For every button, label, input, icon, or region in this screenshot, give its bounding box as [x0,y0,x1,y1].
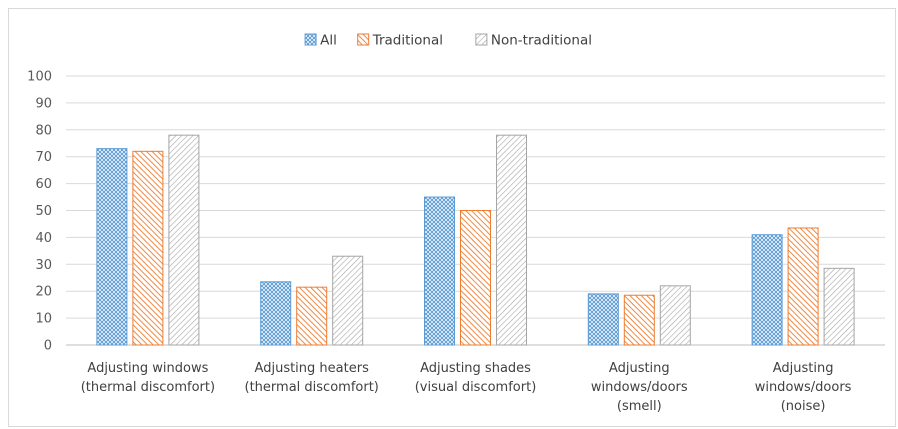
legend-label: All [320,33,337,49]
x-category-label: Adjusting windows/doors (noise) [755,361,852,414]
bar-non-traditional-2 [496,134,527,346]
legend-label: Non-traditional [491,33,592,49]
y-tick-label: 80 [35,123,52,138]
x-category-label-line: Adjusting shades [420,361,531,376]
bar-non-traditional-1 [332,255,364,346]
x-category-label: Adjusting windows/doors (smell) [591,361,688,414]
x-category-label-line: (noise) [781,399,826,414]
x-category-label-line: Adjusting [609,361,670,376]
bar-non-traditional-4 [823,267,855,346]
y-tick-label: 0 [44,339,52,354]
y-tick-label: 90 [35,96,52,111]
bar-traditional-3 [623,294,655,346]
x-category-label-line: Adjusting heaters [255,361,370,376]
x-axis-labels: Adjusting windows (thermal discomfort)Adj… [81,361,852,414]
y-tick-label: 50 [35,204,52,219]
x-category-label-line: windows/doors [755,380,852,395]
bar-traditional-1 [296,286,328,346]
bar-non-traditional-3 [659,285,691,346]
bar-traditional-0 [132,150,164,346]
x-category-label-line: (thermal discomfort) [81,380,215,395]
gridlines [66,75,885,346]
bar-non-traditional-0 [168,134,200,346]
bar-all-1 [260,281,292,346]
legend-swatch [357,33,370,46]
y-tick-label: 30 [35,258,52,273]
legend: All Traditional Non-traditional [304,33,592,49]
y-tick-label: 60 [35,177,52,192]
bar-traditional-2 [460,210,491,346]
y-tick-label: 10 [35,312,52,327]
y-axis-ticks: 0 10 20 30 40 50 60 70 80 90 100 [27,70,52,354]
y-tick-label: 100 [27,70,52,85]
x-category-label-line: (thermal discomfort) [245,380,379,395]
x-category-label-line: (smell) [617,399,662,414]
y-tick-label: 20 [35,285,52,300]
y-tick-label: 40 [35,231,52,246]
legend-label: Traditional [372,33,443,49]
y-tick-label: 70 [35,150,52,165]
x-category-label: Adjusting heaters (thermal discomfort) [245,361,379,395]
bars [96,134,855,346]
bar-all-4 [751,234,783,346]
bar-all-3 [587,293,619,346]
legend-swatch [475,33,488,46]
bar-traditional-4 [787,227,819,346]
x-category-label-line: Adjusting windows [87,361,208,376]
x-category-label: Adjusting windows (thermal discomfort) [81,361,215,395]
x-category-label-line: windows/doors [591,380,688,395]
bar-all-0 [96,148,128,346]
legend-swatch [304,33,317,46]
x-category-label: Adjusting shades (visual discomfort) [415,361,537,395]
bar-all-2 [424,196,455,346]
x-category-label-line: Adjusting [773,361,834,376]
x-category-label-line: (visual discomfort) [415,380,537,395]
